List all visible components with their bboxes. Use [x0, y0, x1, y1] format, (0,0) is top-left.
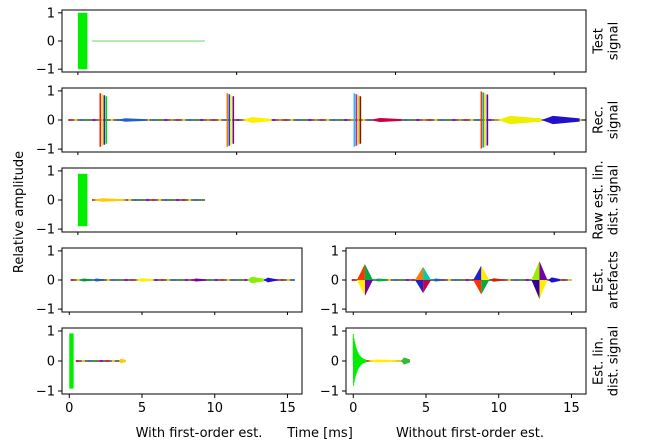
panel-est-lin-left-xtick-label: 10 — [206, 401, 223, 416]
x-caption-left: With first-order est. — [136, 426, 263, 441]
panel-test-event — [77, 12, 88, 70]
panel-test-side-label: Test — [592, 28, 607, 55]
panel-est-lin-left-ytick-label: −1 — [36, 385, 55, 400]
panel-est-lin-left-frame — [61, 327, 303, 395]
panel-artefacts-left-packet — [92, 278, 105, 282]
panel-artefacts-right-diamond-part — [423, 266, 432, 280]
panel-recorded-ytick-label: −1 — [36, 143, 55, 158]
panel-artefacts-left-packet — [246, 276, 265, 284]
panel-artefacts-right-diamond-part — [539, 261, 548, 280]
panel-recorded-ytick-label: 0 — [47, 114, 55, 129]
panel-test-side-label: signal — [607, 22, 622, 60]
panel-est-lin-side-label: Est. lin. — [592, 337, 607, 385]
panel-est-lin-right-xtick-label: 0 — [349, 401, 357, 416]
panel-artefacts-left-packet — [136, 278, 154, 282]
panel-recorded-packet — [243, 117, 272, 123]
panel-raw-est-frame — [61, 167, 587, 233]
panel-artefacts-right-data — [351, 261, 572, 299]
panel-est-lin-left-packet — [118, 358, 126, 364]
panel-est-lin-right-ytick-label: −1 — [320, 385, 339, 400]
panel-recorded-data — [68, 91, 656, 149]
panel-artefacts-left-frame — [61, 247, 303, 313]
panel-artefacts-right-diamond-part — [481, 280, 490, 295]
panel-artefacts-right-diamond-part — [356, 264, 365, 280]
panel-artefacts-right-diamond-part — [531, 280, 540, 299]
panel-artefacts-left-packet — [191, 278, 206, 282]
panel-recorded-side-label: Rec. — [592, 106, 607, 134]
panel-artefacts-right-packet — [490, 278, 502, 282]
panel-est-lin-right-xtick-label: 15 — [563, 401, 580, 416]
panel-raw-est-ytick-label: 0 — [47, 194, 55, 209]
panel-recorded-frame — [61, 87, 587, 153]
panel-est-lin-left-ytick-label: 1 — [47, 325, 55, 340]
panel-artefacts-right-packet — [373, 278, 389, 282]
panel-est-lin-right-decay — [352, 333, 367, 386]
panel-artefacts-left-ytick-label: 1 — [47, 244, 55, 259]
panel-recorded-packet — [115, 118, 148, 122]
panel-artefacts-right-diamond-part — [473, 265, 482, 280]
panel-est-lin-left-data — [69, 333, 126, 389]
panel-artefacts-left-data — [70, 276, 295, 284]
panel-est-lin-right-frame — [345, 327, 587, 395]
y-axis-label: Relative amplitude — [12, 151, 27, 273]
panel-recorded-packet — [624, 119, 656, 122]
panel-artefacts-right-diamond-part — [473, 280, 482, 295]
panel-raw-est-ytick-label: −1 — [36, 223, 55, 238]
panel-raw-est-packet — [92, 198, 126, 202]
panel-est-lin-left-xtick-label: 5 — [138, 401, 146, 416]
panel-raw-est-side-label: dist. signal — [607, 165, 622, 235]
panel-test-ytick-label: 0 — [47, 35, 55, 50]
panel-raw-est-data — [77, 173, 205, 227]
panel-test-ytick-label: 1 — [47, 6, 55, 21]
panel-artefacts-right-diamond-part — [481, 265, 490, 280]
panel-artefacts-right-ytick-label: 1 — [331, 244, 339, 259]
panel-est-lin-right-packet — [401, 357, 410, 365]
panel-est-lin-right-xtick-label: 10 — [490, 401, 507, 416]
panel-est-lin-left-ytick-label: 0 — [47, 355, 55, 370]
panel-recorded-packet — [370, 117, 402, 123]
panel-artefacts-right-diamond-part — [356, 280, 365, 296]
panel-artefacts-right-frame — [345, 247, 587, 313]
panel-recorded-packet — [497, 115, 542, 125]
panel-artefacts-right-diamond-part — [423, 280, 432, 294]
panel-est-lin-left-xtick-label: 15 — [279, 401, 296, 416]
panel-artefacts-right-packet — [548, 277, 560, 283]
panel-est-lin-left-event — [69, 333, 74, 389]
panel-artefacts-right-packet — [431, 278, 444, 282]
panel-artefacts-right-diamond-part — [415, 266, 424, 280]
panel-raw-est-event — [77, 173, 88, 227]
panel-artefacts-left-packet — [264, 277, 276, 283]
panel-test-frame — [61, 9, 587, 73]
panel-recorded-ytick-label: 1 — [47, 84, 55, 99]
panel-artefacts-side-label: Est. — [592, 268, 607, 292]
panel-artefacts-left-ytick-label: 0 — [47, 274, 55, 289]
panel-artefacts-left-packet — [79, 278, 93, 282]
panel-artefacts-left-ytick-label: −1 — [36, 303, 55, 318]
panel-est-lin-right-ytick-label: 1 — [331, 325, 339, 340]
panel-test-ytick-label: −1 — [36, 63, 55, 78]
panel-test-data — [77, 12, 205, 70]
panel-artefacts-side-label: artefacts — [607, 251, 622, 309]
panel-est-lin-side-label: dist. signal — [607, 326, 622, 396]
panel-artefacts-right-ytick-label: 0 — [331, 274, 339, 289]
panel-recorded-side-label: signal — [607, 101, 622, 139]
panel-est-lin-right-xtick-label: 5 — [422, 401, 430, 416]
x-caption-right: Without first-order est. — [396, 426, 544, 441]
panel-recorded-packet — [541, 115, 580, 125]
x-axis-label: Time [ms] — [286, 426, 353, 441]
panel-est-lin-right-ytick-label: 0 — [331, 355, 339, 370]
panel-est-lin-right-data — [352, 333, 410, 386]
panel-raw-est-side-label: Raw est. lin. — [592, 160, 607, 239]
panel-artefacts-right-diamond-part — [415, 280, 424, 294]
panel-artefacts-right-diamond-part — [364, 280, 373, 296]
panel-raw-est-ytick-label: 1 — [47, 164, 55, 179]
panel-artefacts-right-diamond-part — [531, 261, 540, 280]
panel-artefacts-right-diamond-part — [539, 280, 548, 299]
panel-est-lin-left-xtick-label: 0 — [65, 401, 73, 416]
panel-artefacts-right-ytick-label: −1 — [320, 303, 339, 318]
panel-artefacts-right-diamond-part — [364, 264, 373, 280]
panel-est-lin-right-packet — [366, 359, 402, 363]
